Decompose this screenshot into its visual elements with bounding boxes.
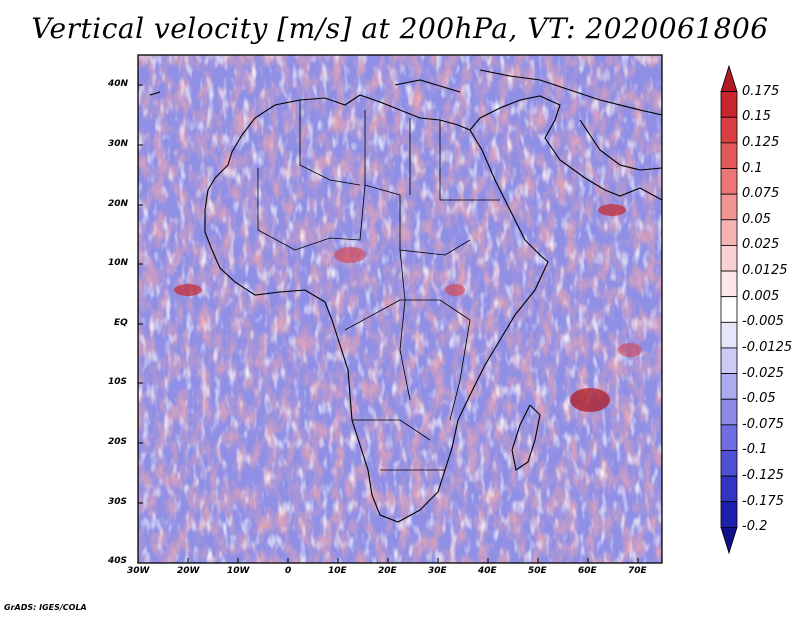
colorbar-tick-label: 0.075 [742,186,780,202]
colorbar-tick-label: 0.175 [742,83,780,99]
lon-label-30e: 30E [428,566,447,576]
lat-label-30n: 30N [108,139,129,149]
colorbar-swatch [720,475,738,503]
colorbar-swatch [720,116,738,144]
colorbar-swatch [720,450,738,477]
lat-label-eq: EQ [114,318,128,328]
colorbar-swatch [720,321,738,349]
axis-ticks [138,84,639,563]
colorbar-tick-label: -0.2 [742,519,768,535]
lon-label-20w: 20W [177,566,200,576]
lat-label-20n: 20N [108,199,129,209]
colorbar-swatch [720,424,738,451]
colorbar-tick-label: 0.15 [742,109,771,125]
lon-label-60e: 60E [578,566,597,576]
colorbar [720,64,738,555]
colorbar-tick-label: -0.125 [742,468,784,484]
colorbar-tick-label: -0.075 [742,416,784,432]
colorbar-swatch [720,398,738,426]
colorbar-tick-label: -0.1 [742,442,768,458]
velocity-field [138,55,662,563]
colorbar-tick-label: 0.0125 [742,263,788,279]
colorbar-swatch [720,270,738,298]
colorbar-swatch [720,347,738,374]
lon-label-20e: 20E [378,566,397,576]
colorbar-tick-label: 0.05 [742,211,771,227]
colorbar-swatch [720,296,738,323]
colorbar-swatch [720,373,738,400]
colorbar-tick-label: 0.1 [742,160,763,176]
lon-label-10e: 10E [328,566,347,576]
credit-text: GrADS: IGES/COLA [4,603,87,612]
colorbar-swatch [720,245,738,272]
chart-title: Vertical velocity [m/s] at 200hPa, VT: 2… [31,12,769,45]
colorbar-tick-label: -0.175 [742,493,784,509]
lon-label-40e: 40E [478,566,497,576]
colorbar-swatch [720,501,738,528]
colorbar-swatch [720,64,738,93]
colorbar-swatch [720,168,738,195]
colorbar-tick-label: -0.05 [742,391,776,407]
lon-label-10w: 10W [227,566,250,576]
lon-label-70e: 70E [628,566,647,576]
colorbar-tick-label: -0.025 [742,365,784,381]
colorbar-tick-label: -0.0125 [742,339,793,355]
lon-label-30w: 30W [127,566,150,576]
country-borders [257,100,500,471]
plot-frame [137,54,663,564]
colorbar-swatch [720,142,738,169]
colorbar-swatch [720,193,738,221]
colorbar-tick-label: 0.025 [742,237,780,253]
colorbar-tick-label: 0.005 [742,288,780,304]
lat-label-40s: 40S [108,556,128,566]
lat-label-10n: 10N [108,258,129,268]
lon-label-50e: 50E [528,566,547,576]
lat-label-40n: 40N [108,79,129,89]
lat-label-10s: 10S [108,377,128,387]
lat-label-20s: 20S [108,437,128,447]
colorbar-tick-label: -0.005 [742,314,784,330]
colorbar-tick-label: 0.125 [742,134,780,150]
colorbar-swatch [720,91,738,118]
lon-label-0: 0 [285,566,292,576]
coastlines [149,69,662,523]
colorbar-swatch [720,526,738,555]
colorbar-swatch [720,219,738,246]
lat-label-30s: 30S [108,497,128,507]
